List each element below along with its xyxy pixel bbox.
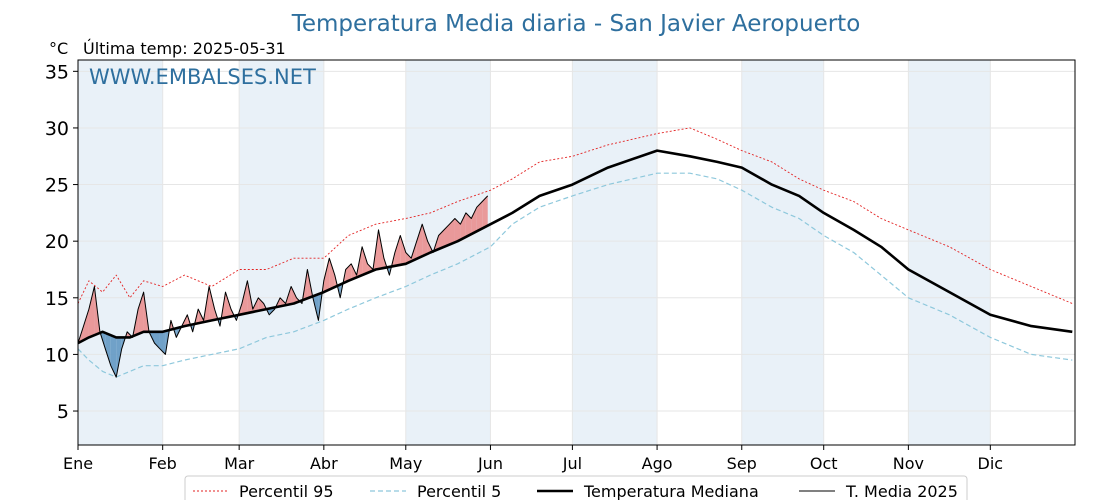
x-tick-label: May bbox=[389, 454, 422, 473]
above-median-fill bbox=[416, 224, 423, 259]
month-band bbox=[239, 60, 324, 445]
x-tick-label: Ago bbox=[642, 454, 673, 473]
x-tick-label: Ene bbox=[63, 454, 93, 473]
above-median-fill bbox=[209, 286, 215, 322]
plot-frame bbox=[77, 59, 1076, 446]
legend-label-p95: Percentil 95 bbox=[239, 482, 334, 500]
above-median-fill bbox=[400, 235, 406, 265]
x-tick-label: Nov bbox=[893, 454, 924, 473]
month-band bbox=[741, 60, 824, 445]
deviation-fills bbox=[78, 195, 488, 378]
series-line-current bbox=[77, 195, 489, 378]
below-median-fill bbox=[105, 332, 111, 366]
y-tick-label: 20 bbox=[45, 231, 69, 253]
x-tick-label: Jun bbox=[477, 454, 503, 473]
month-band bbox=[572, 60, 658, 445]
above-median-fill bbox=[422, 224, 428, 257]
series-lines bbox=[77, 127, 1073, 378]
above-median-fill bbox=[378, 229, 384, 269]
above-median-fill bbox=[449, 218, 455, 245]
below-median-fill bbox=[159, 331, 166, 355]
series-line-p95 bbox=[77, 127, 1073, 304]
watermark: WWW.EMBALSES.NET bbox=[89, 65, 316, 89]
y-tick-label: 30 bbox=[45, 118, 69, 140]
x-tick-label: Jul bbox=[562, 454, 582, 473]
legend-label-current: T. Media 2025 bbox=[845, 482, 958, 500]
above-median-fill bbox=[225, 292, 231, 318]
above-median-fill bbox=[444, 224, 450, 247]
above-median-fill bbox=[471, 207, 477, 235]
x-tick-label: Oct bbox=[810, 454, 838, 473]
above-median-fill bbox=[465, 212, 472, 237]
above-median-fill bbox=[482, 195, 488, 229]
above-median-fill bbox=[460, 212, 466, 240]
above-median-fill bbox=[362, 246, 368, 276]
legend-label-median: Temperatura Mediana bbox=[583, 482, 759, 500]
series-line-median bbox=[77, 149, 1073, 345]
above-median-fill bbox=[351, 263, 357, 280]
y-axis: 5 10 15 20 25 30 35 bbox=[45, 61, 78, 423]
y-tick-label: 25 bbox=[45, 175, 69, 197]
below-median-fill bbox=[116, 337, 122, 378]
below-median-fill bbox=[110, 335, 117, 378]
x-tick-label: Mar bbox=[224, 454, 255, 473]
above-median-fill bbox=[138, 292, 144, 335]
month-band bbox=[78, 60, 163, 445]
x-tick-label: Abr bbox=[310, 454, 338, 473]
above-median-fill bbox=[394, 235, 401, 266]
legend-label-p5: Percentil 5 bbox=[417, 482, 501, 500]
last-temp-label: Última temp: 2025-05-31 bbox=[83, 39, 286, 58]
chart-title: Temperatura Media diaria - San Javier Ae… bbox=[291, 11, 861, 37]
y-tick-label: 5 bbox=[57, 401, 69, 423]
above-median-fill bbox=[329, 258, 335, 290]
unit-label: °C bbox=[49, 39, 68, 58]
above-median-fill bbox=[241, 280, 248, 315]
above-median-fill bbox=[258, 297, 264, 311]
above-median-fill bbox=[323, 258, 330, 293]
x-axis: Ene Feb Mar Abr May Jun Jul Ago Sep Oct Nov Dic bbox=[63, 445, 1003, 473]
plot-background bbox=[78, 60, 991, 445]
y-tick-label: 35 bbox=[45, 61, 69, 83]
above-median-fill bbox=[454, 218, 461, 243]
y-tick-label: 10 bbox=[45, 344, 69, 366]
above-median-fill bbox=[476, 201, 483, 232]
y-tick-label: 15 bbox=[45, 288, 69, 310]
month-band bbox=[908, 60, 991, 445]
above-median-fill bbox=[291, 286, 297, 305]
x-tick-label: Sep bbox=[727, 454, 757, 473]
series-line-p5 bbox=[77, 172, 1073, 378]
legend-box bbox=[184, 475, 968, 500]
x-tick-label: Feb bbox=[149, 454, 177, 473]
above-median-fill bbox=[83, 309, 89, 341]
above-median-fill bbox=[88, 286, 95, 338]
x-tick-label: Dic bbox=[978, 454, 1004, 473]
legend: Percentil 95 Percentil 5 Temperatura Med… bbox=[184, 475, 968, 500]
